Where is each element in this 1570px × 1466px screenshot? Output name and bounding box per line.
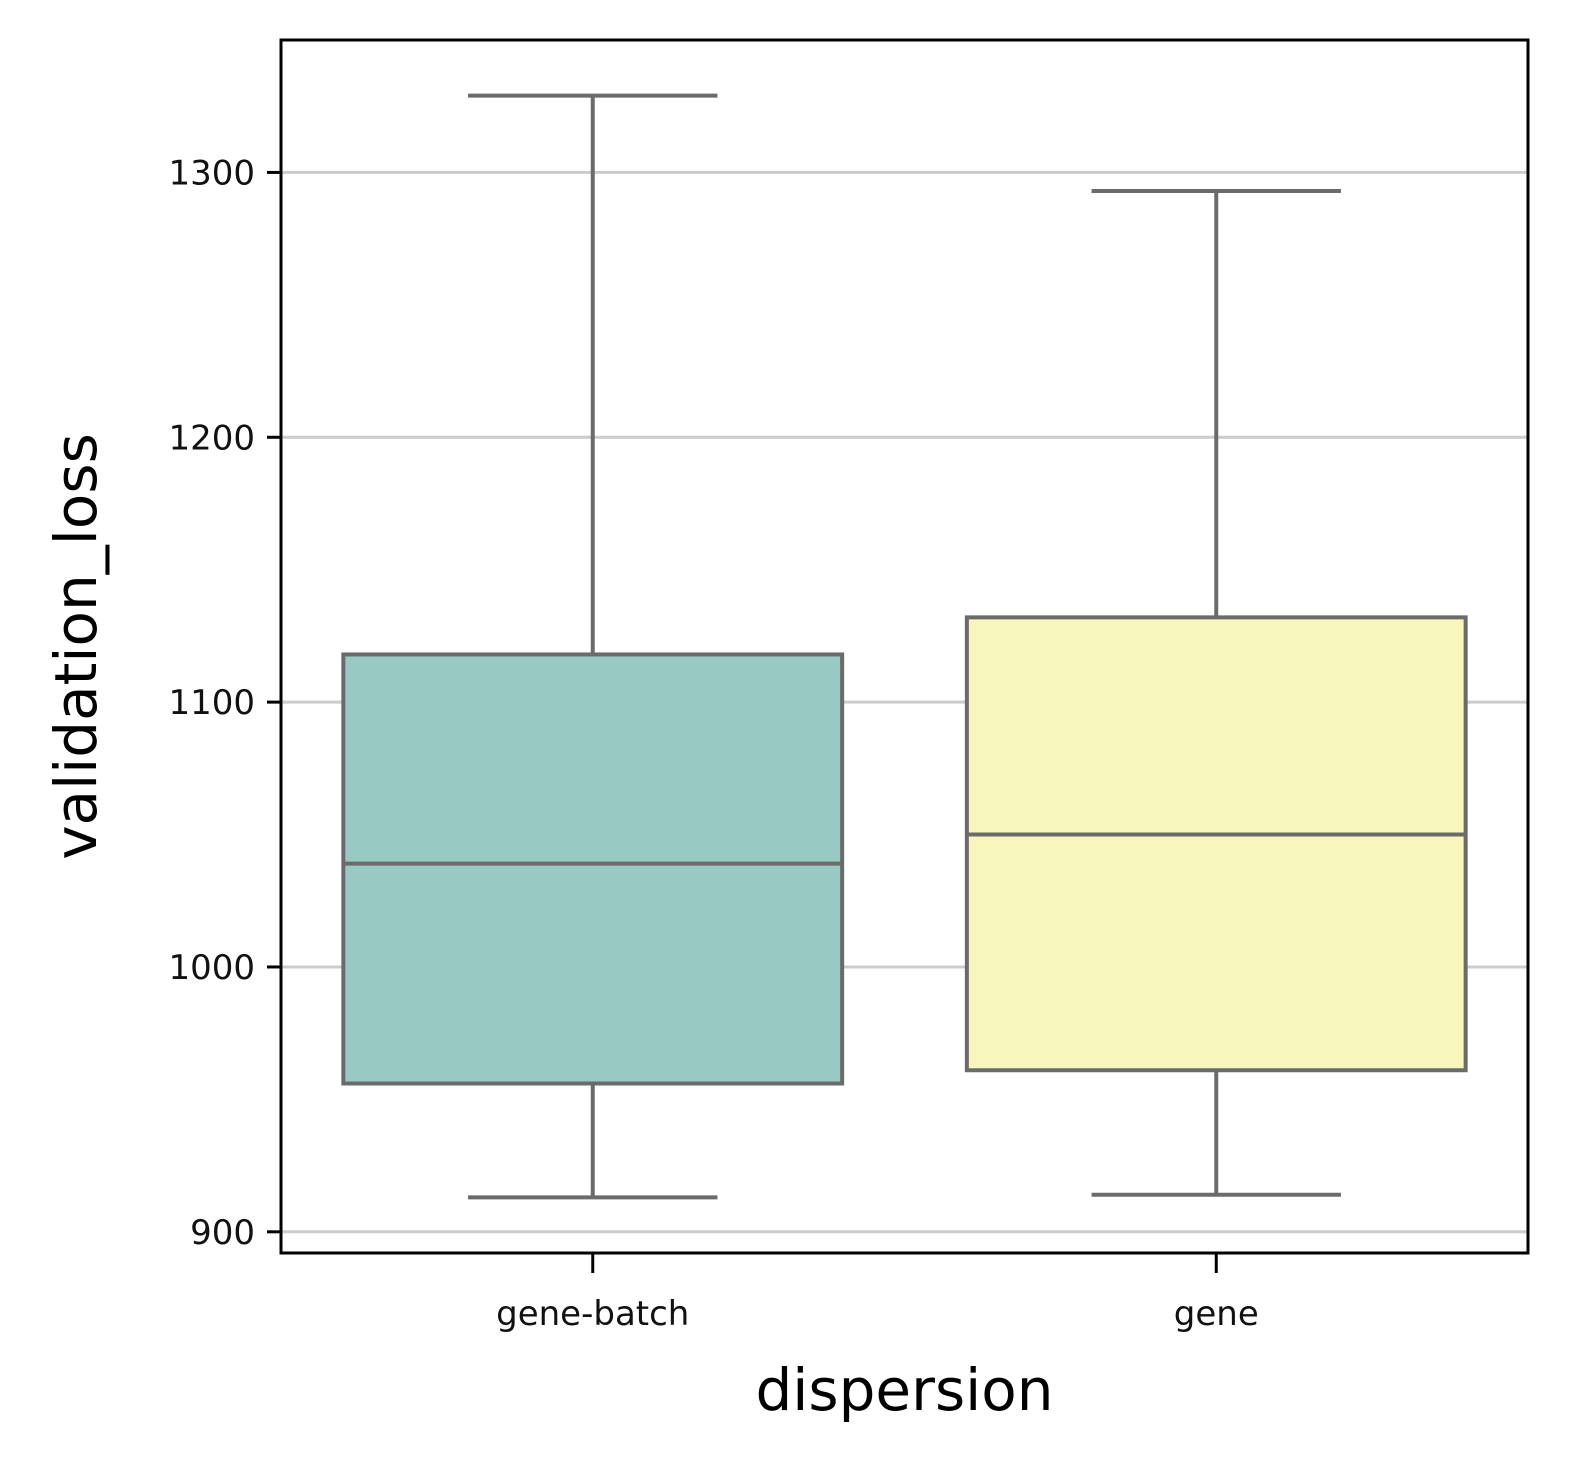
y-tick-label: 1200 bbox=[168, 418, 255, 458]
x-tick-label: gene bbox=[1174, 1294, 1259, 1334]
y-tick-label: 900 bbox=[190, 1213, 255, 1253]
iqr-box bbox=[341, 652, 845, 1086]
x-tick-label: gene-batch bbox=[496, 1294, 689, 1334]
iqr-box bbox=[964, 615, 1468, 1073]
box-gene bbox=[964, 188, 1468, 1197]
y-axis-label: validation_loss bbox=[42, 433, 110, 860]
axis-ticks: 900 1000 1100 1200 1300 gene-batch gene bbox=[168, 153, 1258, 1334]
x-axis-label: dispersion bbox=[755, 1356, 1053, 1424]
y-tick-label: 1300 bbox=[168, 153, 255, 193]
box-gene-batch bbox=[341, 93, 845, 1200]
boxes bbox=[341, 93, 1468, 1200]
y-tick-label: 1100 bbox=[168, 683, 255, 723]
plot-frame bbox=[279, 38, 1530, 1255]
y-tick-label: 1000 bbox=[168, 948, 255, 988]
